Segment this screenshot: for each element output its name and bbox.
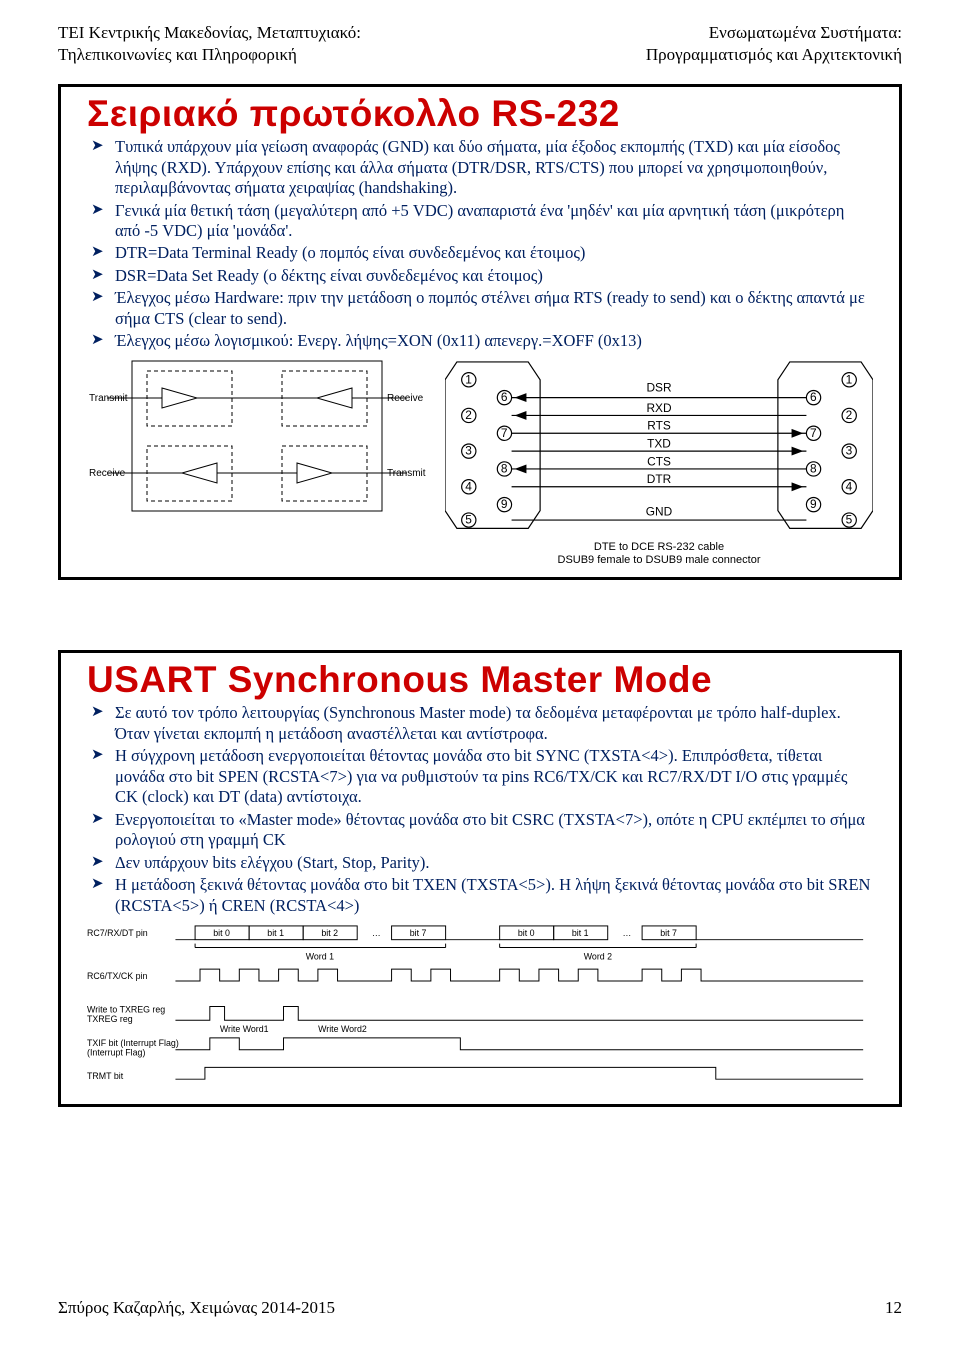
svg-text:9: 9 — [501, 497, 508, 511]
dsub-caption: DTE to DCE RS-232 cable DSUB9 female to … — [445, 541, 873, 567]
svg-text:3: 3 — [846, 443, 853, 457]
slide2-b5: Η μετάδοση ξεκινά θέτοντας μονάδα στο bi… — [87, 875, 873, 916]
svg-text:bit 1: bit 1 — [572, 928, 589, 938]
svg-text:GND: GND — [646, 504, 672, 518]
svg-text:TXD: TXD — [647, 436, 671, 450]
svg-text:DTR: DTR — [647, 472, 672, 486]
svg-text:bit 7: bit 7 — [660, 928, 677, 938]
svg-text:Word 2: Word 2 — [584, 951, 612, 961]
rs232-diagrams: Transmit Receive Receive Transmit 1 6 2 … — [87, 356, 873, 568]
page-footer: Σπύρος Καζαρλής, Χειμώνας 2014-2015 12 — [58, 1298, 902, 1318]
header-left: ΤΕΙ Κεντρικής Μακεδονίας, Μεταπτυχιακό: … — [58, 22, 361, 66]
page-number: 12 — [885, 1298, 902, 1318]
slide2-title: USART Synchronous Master Mode — [87, 659, 873, 701]
svg-text:6: 6 — [810, 390, 817, 404]
header-left-1: ΤΕΙ Κεντρικής Μακεδονίας, Μεταπτυχιακό: — [58, 22, 361, 44]
svg-text:(Interrupt Flag): (Interrupt Flag) — [87, 1048, 145, 1058]
slide1-bullets: Τυπικά υπάρχουν μία γείωση αναφοράς (GND… — [87, 137, 873, 352]
slide-rs232: Σειριακό πρωτόκολλο RS-232 Τυπικά υπάρχο… — [58, 84, 902, 580]
slide2-b2: Η σύγχρονη μετάδοση ενεργοποιείται θέτον… — [87, 746, 873, 807]
svg-text:RC6/TX/CK pin: RC6/TX/CK pin — [87, 971, 147, 981]
slide-usart: USART Synchronous Master Mode Σε αυτό το… — [58, 650, 902, 1107]
dsub-diagram: 1 6 2 7 3 8 4 9 5 1 6 2 7 3 8 — [445, 356, 873, 568]
svg-text:3: 3 — [465, 443, 472, 457]
lbl-transmit-r: Transmit — [387, 468, 426, 479]
timing-diagram: RC7/RX/DT pin RC6/TX/CK pin Write to TXR… — [87, 922, 873, 1094]
svg-text:5: 5 — [846, 512, 853, 526]
svg-text:…: … — [622, 928, 631, 938]
svg-text:2: 2 — [465, 408, 472, 422]
header-right: Ενσωματωμένα Συστήματα: Προγραμματισμός … — [646, 22, 902, 66]
svg-text:Write Word1: Write Word1 — [220, 1024, 269, 1034]
slide1-b2: Γενικά μία θετική τάση (μεγαλύτερη από +… — [87, 201, 873, 242]
lbl-receive-r: Receive — [387, 393, 424, 404]
header-left-2: Τηλεπικοινωνίες και Πληροφορική — [58, 44, 361, 66]
svg-text:8: 8 — [501, 461, 508, 475]
svg-text:bit 0: bit 0 — [213, 928, 230, 938]
svg-text:RC7/RX/DT pin: RC7/RX/DT pin — [87, 928, 148, 938]
svg-text:Write Word2: Write Word2 — [318, 1024, 367, 1034]
svg-text:1: 1 — [465, 372, 472, 386]
svg-text:4: 4 — [846, 479, 853, 493]
slide1-b5: Έλεγχος μέσω Hardware: πριν την μετάδοση… — [87, 288, 873, 329]
dsub-cap2: DSUB9 female to DSUB9 male connector — [445, 554, 873, 567]
svg-text:2: 2 — [846, 408, 853, 422]
svg-text:8: 8 — [810, 461, 817, 475]
svg-text:7: 7 — [501, 426, 508, 440]
svg-text:Write to TXREG reg: Write to TXREG reg — [87, 1004, 165, 1014]
svg-text:CTS: CTS — [647, 454, 671, 468]
slide2-b1: Σε αυτό τον τρόπο λειτουργίας (Synchrono… — [87, 703, 873, 744]
slide1-b4: DSR=Data Set Ready (ο δέκτης είναι συνδε… — [87, 266, 873, 286]
svg-text:TRMT bit: TRMT bit — [87, 1071, 124, 1081]
svg-text:bit 1: bit 1 — [267, 928, 284, 938]
svg-text:bit 0: bit 0 — [518, 928, 535, 938]
slide1-b1: Τυπικά υπάρχουν μία γείωση αναφοράς (GND… — [87, 137, 873, 198]
slide1-title: Σειριακό πρωτόκολλο RS-232 — [87, 93, 873, 135]
header-right-1: Ενσωματωμένα Συστήματα: — [646, 22, 902, 44]
svg-text:bit 7: bit 7 — [410, 928, 427, 938]
header-right-2: Προγραμματισμός και Αρχιτεκτονική — [646, 44, 902, 66]
slide1-b3: DTR=Data Terminal Ready (ο πομπός είναι … — [87, 243, 873, 263]
trx-diagram: Transmit Receive Receive Transmit — [87, 356, 427, 521]
svg-text:9: 9 — [810, 497, 817, 511]
svg-text:5: 5 — [465, 512, 472, 526]
svg-text:1: 1 — [846, 372, 853, 386]
slide1-b6: Έλεγχος μέσω λογισμικού: Ενεργ. λήψης=XO… — [87, 331, 873, 351]
svg-text:4: 4 — [465, 479, 472, 493]
svg-text:RTS: RTS — [647, 418, 671, 432]
page-header: ΤΕΙ Κεντρικής Μακεδονίας, Μεταπτυχιακό: … — [0, 0, 960, 66]
svg-text:TXIF bit (Interrupt Flag): TXIF bit (Interrupt Flag) — [87, 1038, 179, 1048]
svg-text:Word 1: Word 1 — [306, 951, 334, 961]
svg-text:…: … — [372, 928, 381, 938]
footer-text: Σπύρος Καζαρλής, Χειμώνας 2014-2015 — [58, 1298, 335, 1318]
svg-text:bit 2: bit 2 — [321, 928, 338, 938]
svg-text:7: 7 — [810, 426, 817, 440]
lbl-transmit-l: Transmit — [89, 393, 128, 404]
svg-text:RXD: RXD — [646, 401, 671, 415]
lbl-receive-l: Receive — [89, 468, 126, 479]
slide2-bullets: Σε αυτό τον τρόπο λειτουργίας (Synchrono… — [87, 703, 873, 916]
slide2-b4: Δεν υπάρχουν bits ελέγχου (Start, Stop, … — [87, 853, 873, 873]
slide2-b3: Ενεργοποιείται το «Master mode» θέτοντας… — [87, 810, 873, 851]
svg-text:DSR: DSR — [646, 380, 671, 394]
dsub-cap1: DTE to DCE RS-232 cable — [445, 541, 873, 554]
svg-text:6: 6 — [501, 390, 508, 404]
svg-text:TXREG reg: TXREG reg — [87, 1014, 133, 1024]
